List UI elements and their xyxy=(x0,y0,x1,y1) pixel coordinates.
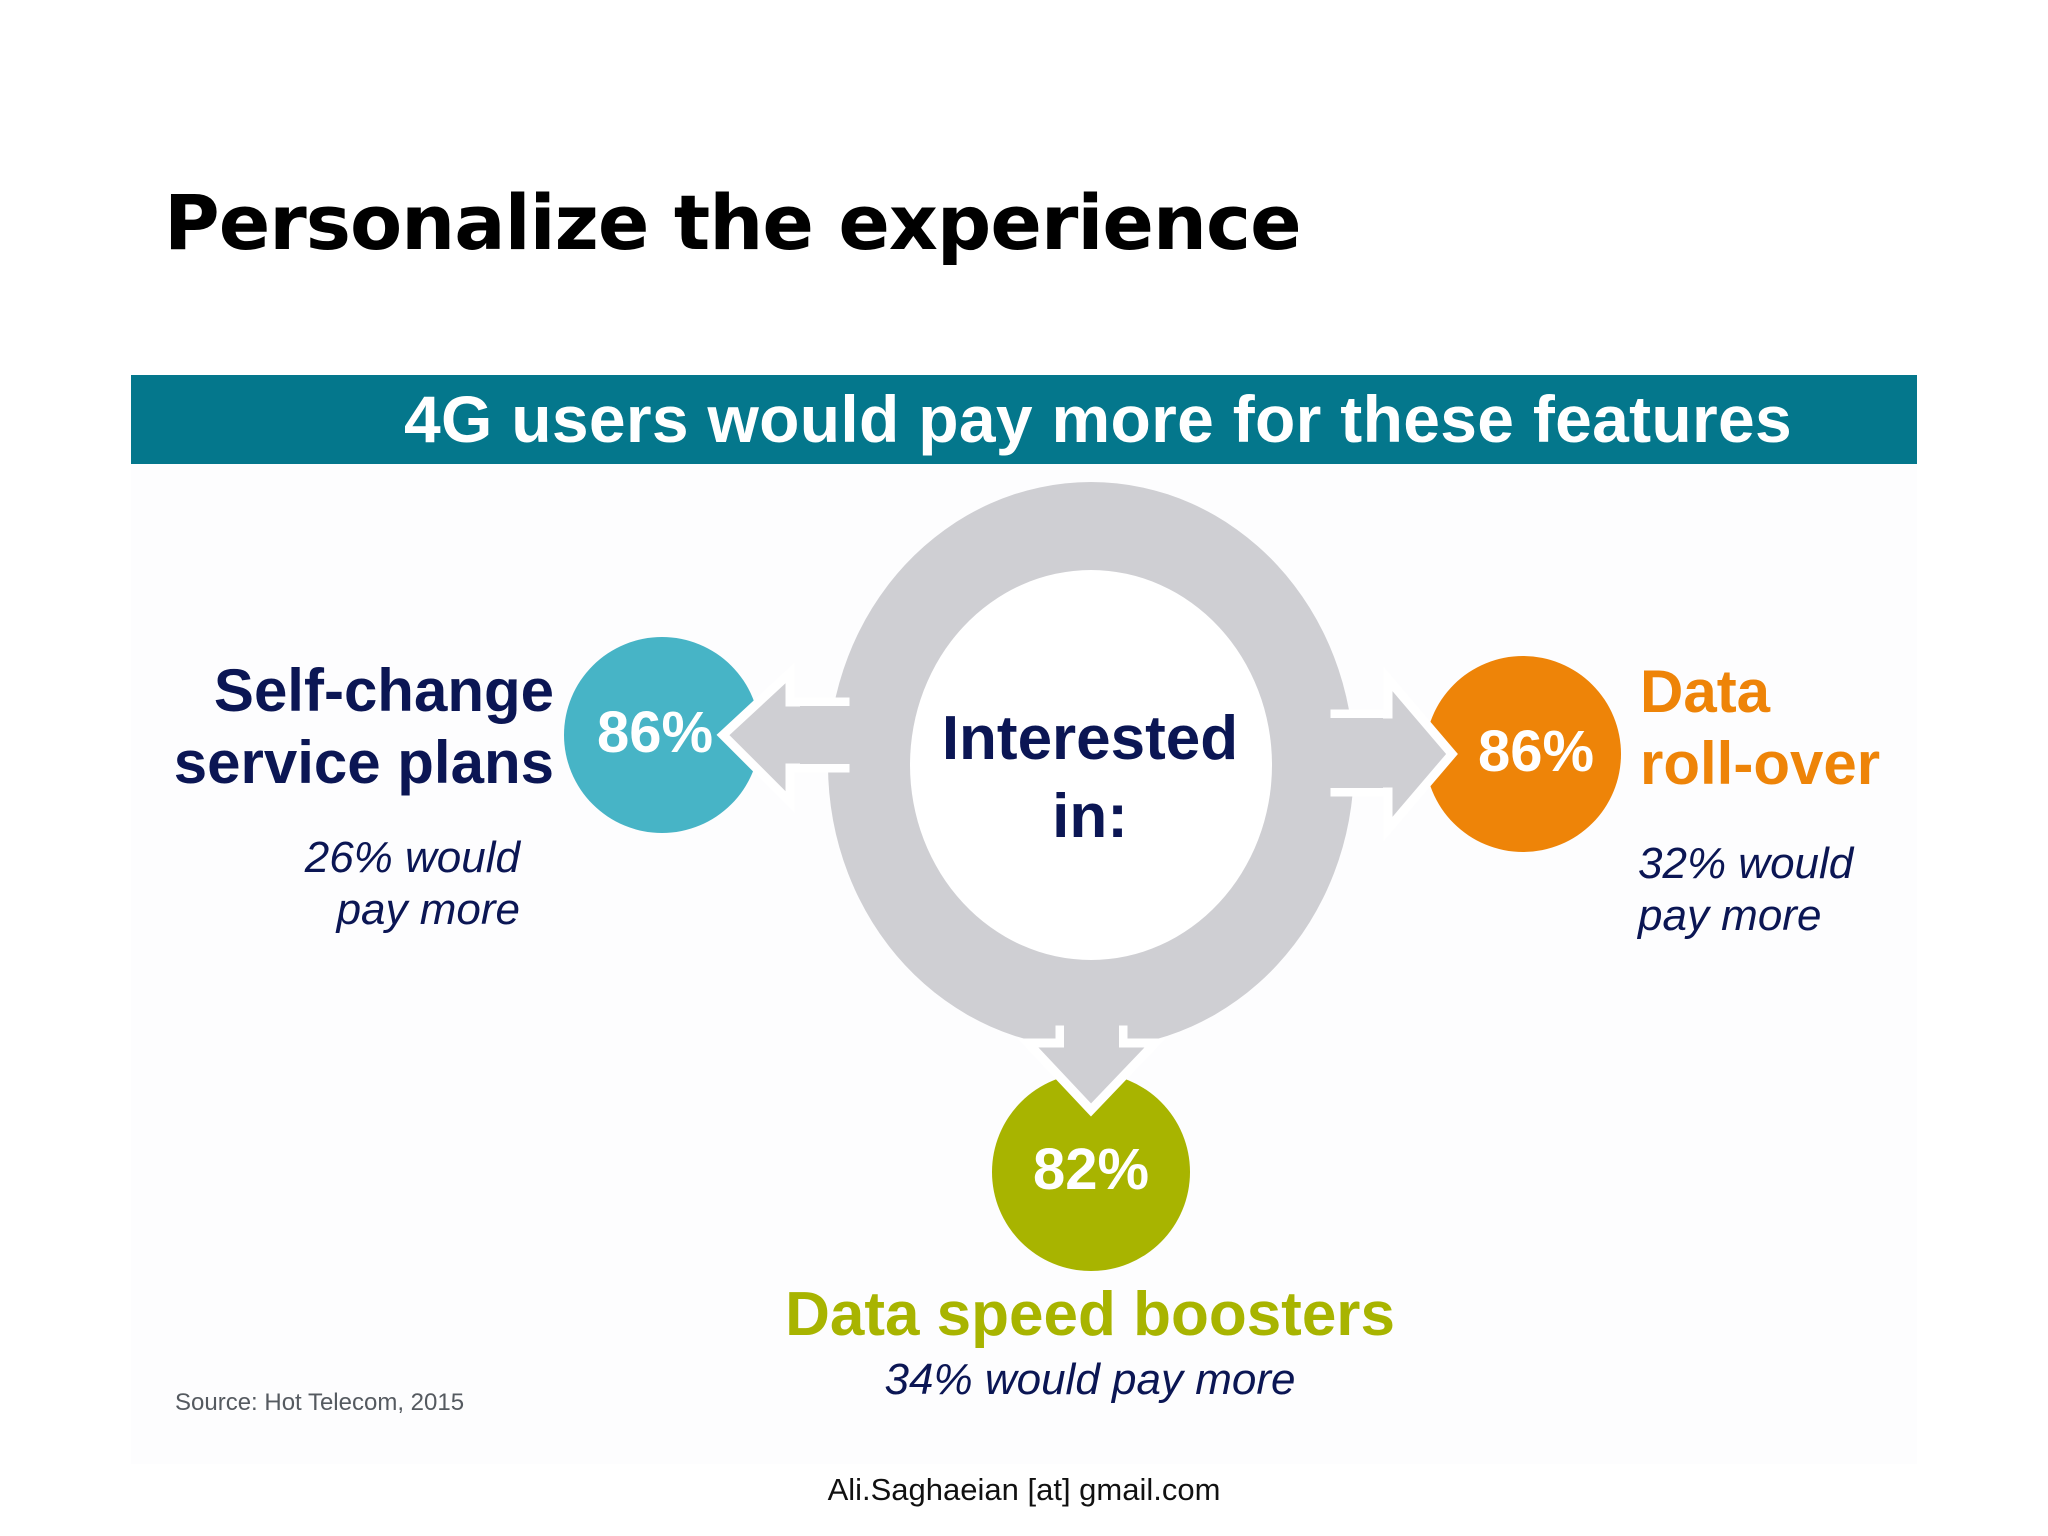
right-feature-pay-more: 32% would pay more xyxy=(1638,838,1853,942)
infographic-banner xyxy=(131,375,1917,464)
bottom-interested-pct: 82% xyxy=(1032,1137,1150,1202)
bottom-feature-pay-more: 34% would pay more xyxy=(884,1355,1296,1404)
left-feature-name-line2: service plans xyxy=(173,729,554,796)
teal-circle xyxy=(564,637,760,833)
olive-circle xyxy=(992,1073,1190,1271)
center-label-line2: in: xyxy=(1052,782,1128,851)
right-pay-more-line2: pay more xyxy=(1638,891,1822,940)
banner-title: 4G users would pay more for these featur… xyxy=(404,382,1793,456)
bottom-feature-name: Data speed boosters xyxy=(785,1280,1395,1349)
left-feature-graphic xyxy=(564,637,860,833)
right-feature-name-line1: Data xyxy=(1640,658,1771,725)
arrow-down-icon xyxy=(1017,1020,1166,1117)
left-interested-pct: 86% xyxy=(596,700,714,765)
source-note: Source: Hot Telecom, 2015 xyxy=(175,1389,465,1416)
right-feature-name: Data roll-over xyxy=(1640,656,1880,800)
arrow-right-icon xyxy=(1325,666,1458,842)
right-feature-name-line2: roll-over xyxy=(1640,730,1881,797)
left-pay-more-line1: 26% would xyxy=(304,833,520,882)
left-pay-more-line2: pay more xyxy=(336,885,520,934)
center-label: Interested in: xyxy=(930,700,1250,856)
left-feature-name: Self-change service plans xyxy=(130,655,554,799)
left-feature-name-line1: Self-change xyxy=(213,657,554,724)
slide-title: Personalize the experience xyxy=(164,178,1302,267)
right-feature-graphic xyxy=(1325,656,1621,852)
center-ring xyxy=(828,482,1354,1048)
slide-footer: Ali.Saghaeian [at] gmail.com xyxy=(827,1472,1221,1507)
center-label-line1: Interested xyxy=(941,704,1239,773)
left-feature-pay-more: 26% would pay more xyxy=(270,832,520,936)
arrow-left-icon xyxy=(716,662,860,813)
right-interested-pct: 86% xyxy=(1477,719,1595,784)
orange-circle xyxy=(1425,656,1621,852)
bottom-feature-graphic xyxy=(992,1020,1190,1271)
right-pay-more-line1: 32% would xyxy=(1638,839,1854,888)
